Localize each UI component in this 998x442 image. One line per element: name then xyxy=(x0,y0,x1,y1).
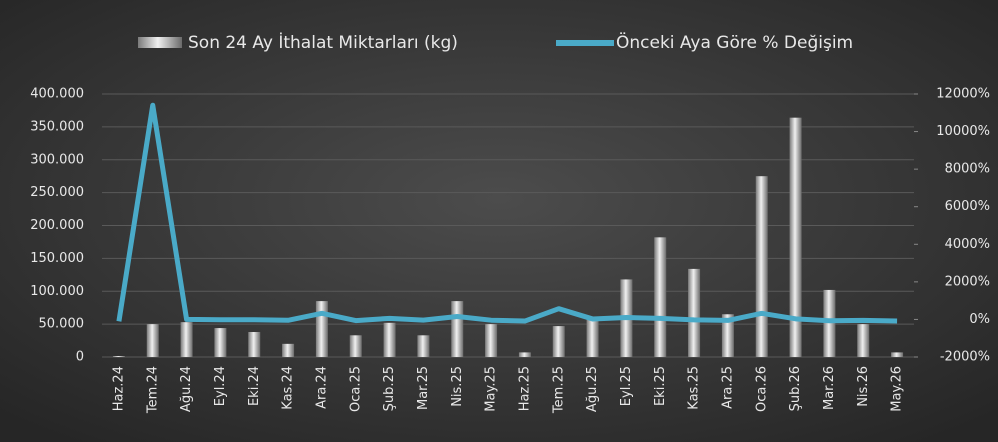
x-tick-label: Mar.26 xyxy=(822,366,837,410)
x-tick-label: Oca.25 xyxy=(348,366,363,412)
bar xyxy=(857,324,870,357)
bar xyxy=(586,318,599,357)
bar xyxy=(891,352,904,357)
bar xyxy=(451,301,464,357)
x-tick-label: Şub.26 xyxy=(788,366,803,411)
y2-tick-label: 6000% xyxy=(945,199,990,214)
y-tick-label: 0 xyxy=(76,350,84,365)
y2-tick-label: 8000% xyxy=(945,162,990,177)
x-tick-label: Nis.26 xyxy=(856,366,871,407)
y2-tick-label: 4000% xyxy=(945,237,990,252)
legend-label: Son 24 Ay İthalat Miktarları (kg) xyxy=(188,32,458,53)
x-tick-label: Nis.25 xyxy=(450,366,465,407)
x-tick-label: Haz.24 xyxy=(111,366,126,411)
legend-label: Önceki Aya Göre % Değişim xyxy=(616,31,853,53)
x-tick-label: Oca.26 xyxy=(754,366,769,412)
y-tick-label: 350.000 xyxy=(30,119,84,134)
y-tick-label: 300.000 xyxy=(30,152,84,167)
x-tick-label: Ağu.24 xyxy=(179,366,194,412)
y-tick-label: 400.000 xyxy=(30,87,84,102)
x-tick-label: Kas.25 xyxy=(687,366,702,410)
x-tick-label: May.26 xyxy=(890,366,905,412)
bar xyxy=(688,268,701,357)
bar xyxy=(755,176,768,357)
x-tick-label: Tem.25 xyxy=(551,366,566,414)
bar xyxy=(349,335,362,357)
bar xyxy=(180,322,193,357)
x-tick-label: Eyl.25 xyxy=(619,366,634,406)
x-tick-label: Tem.24 xyxy=(145,366,160,414)
bar xyxy=(146,324,159,357)
y-tick-label: 200.000 xyxy=(30,218,84,233)
bar xyxy=(518,352,531,357)
bar xyxy=(552,326,565,357)
bar xyxy=(282,343,295,357)
bar xyxy=(823,289,836,357)
x-tick-label: Eki.24 xyxy=(247,366,262,406)
y-tick-label: 50.000 xyxy=(39,317,85,332)
x-tick-label: Eyl.24 xyxy=(213,366,228,406)
y2-tick-label: 0% xyxy=(969,312,990,327)
y-tick-label: 100.000 xyxy=(30,284,84,299)
y2-tick-label: 2000% xyxy=(945,274,990,289)
bar xyxy=(383,322,396,357)
x-tick-label: May.25 xyxy=(484,366,499,412)
legend-swatch-bar xyxy=(138,37,182,48)
x-tick-label: Ara.24 xyxy=(314,366,329,409)
y2-tick-label: 12000% xyxy=(936,87,990,102)
x-tick-label: Haz.25 xyxy=(517,366,532,411)
bar xyxy=(721,314,734,357)
y2-tick-label: -2000% xyxy=(940,350,990,365)
x-tick-label: Mar.25 xyxy=(416,366,431,410)
y-tick-label: 250.000 xyxy=(30,185,84,200)
x-tick-label: Ara.25 xyxy=(720,366,735,409)
y2-tick-label: 10000% xyxy=(936,124,990,139)
bar xyxy=(789,117,802,357)
line xyxy=(116,102,898,324)
y-tick-label: 150.000 xyxy=(30,251,84,266)
x-tick-label: Eki.25 xyxy=(653,366,668,406)
bar xyxy=(654,237,667,357)
x-tick-label: Kas.24 xyxy=(281,366,296,410)
bar xyxy=(214,328,227,357)
bar xyxy=(112,356,125,357)
x-tick-label: Ağu.25 xyxy=(585,366,600,412)
bar xyxy=(417,335,430,357)
x-tick-label: Şub.25 xyxy=(382,366,397,411)
bar xyxy=(248,332,261,357)
bar xyxy=(315,301,328,357)
bar xyxy=(485,324,498,357)
